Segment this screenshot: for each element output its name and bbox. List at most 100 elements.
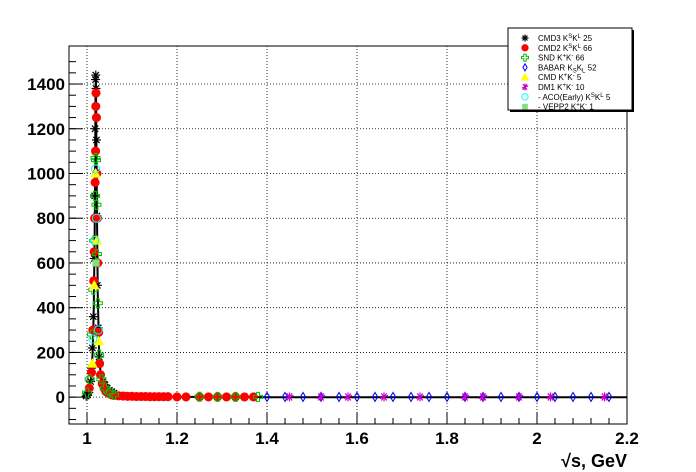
data-point bbox=[93, 325, 103, 335]
x-tick-label: 2.2 bbox=[615, 429, 639, 448]
data-point-dot bbox=[91, 146, 101, 156]
data-point bbox=[94, 349, 105, 360]
data-point bbox=[84, 374, 95, 385]
data-point-stroke bbox=[92, 71, 100, 79]
y-tick-label: 1400 bbox=[27, 75, 65, 94]
data-point-dot bbox=[90, 177, 100, 187]
data-point-shape bbox=[353, 391, 361, 403]
data-point bbox=[90, 191, 100, 201]
data-point-dot bbox=[230, 392, 241, 402]
legend-marker-stroke bbox=[522, 35, 528, 41]
y-tick-label: 0 bbox=[56, 388, 65, 407]
legend-marker-stroke bbox=[522, 83, 528, 91]
data-point-shape bbox=[253, 391, 263, 402]
data-point-stroke bbox=[89, 313, 97, 321]
data-point-shape bbox=[263, 391, 271, 403]
data-point-shape bbox=[92, 298, 103, 309]
data-point-shape bbox=[86, 329, 97, 340]
data-point-shape bbox=[371, 391, 379, 403]
data-point bbox=[263, 391, 271, 403]
data-point-shape bbox=[389, 391, 397, 403]
data-point-stroke bbox=[92, 136, 101, 144]
data-point-dot bbox=[203, 392, 214, 402]
data-point-shape bbox=[91, 249, 102, 260]
data-point-shape bbox=[299, 391, 307, 403]
series-6 bbox=[88, 164, 103, 344]
data-point bbox=[425, 391, 433, 403]
y-tick-label: 800 bbox=[37, 209, 65, 228]
legend-entry: - VEPP2 K+K- 1 bbox=[522, 103, 594, 112]
data-point-stroke bbox=[515, 392, 523, 401]
data-point-shape bbox=[194, 391, 205, 402]
x-tick-label: 1 bbox=[82, 429, 91, 448]
data-point bbox=[87, 343, 97, 353]
data-point-shape bbox=[100, 383, 110, 394]
legend-label: CMD2 KSKL 66 bbox=[538, 44, 593, 53]
series-7 bbox=[92, 259, 100, 267]
x-tick-label: 1.6 bbox=[345, 429, 369, 448]
data-point-ring bbox=[90, 236, 100, 246]
data-point bbox=[353, 391, 361, 403]
data-point-shape bbox=[91, 199, 102, 210]
data-point-shape bbox=[407, 391, 415, 403]
legend-marker-shape bbox=[522, 62, 528, 72]
x-axis-title: √s, GeV bbox=[561, 451, 627, 471]
data-point-stroke bbox=[317, 392, 325, 401]
data-point bbox=[181, 392, 191, 402]
data-point-stroke bbox=[88, 344, 96, 352]
data-point bbox=[230, 391, 241, 402]
y-tick-label: 200 bbox=[37, 343, 65, 362]
data-point-dot bbox=[221, 392, 232, 402]
data-point-stroke bbox=[344, 392, 352, 401]
data-point-stroke bbox=[91, 125, 99, 133]
data-point bbox=[88, 334, 98, 344]
data-point-dot bbox=[89, 247, 99, 257]
data-point-shape bbox=[91, 155, 101, 166]
legend-marker bbox=[521, 34, 529, 42]
legend-entry: BABAR KSKL 52 bbox=[522, 62, 597, 74]
data-point-stroke bbox=[479, 392, 487, 401]
data-point bbox=[335, 391, 343, 403]
data-point-ring bbox=[91, 213, 101, 223]
data-point-shape bbox=[230, 391, 241, 402]
data-point-ring bbox=[93, 325, 103, 335]
data-point bbox=[533, 391, 541, 403]
data-point bbox=[91, 70, 101, 80]
data-point-stroke bbox=[416, 392, 424, 401]
data-point bbox=[163, 392, 173, 402]
data-point-shape bbox=[497, 391, 505, 403]
data-point-stroke bbox=[286, 392, 293, 401]
legend-marker-shape bbox=[521, 53, 529, 62]
data-point-dot bbox=[91, 88, 101, 98]
x-tick-label: 2 bbox=[532, 429, 541, 448]
data-point bbox=[239, 392, 250, 402]
data-point-shape bbox=[335, 391, 343, 403]
data-point-dot bbox=[172, 392, 182, 402]
data-point bbox=[91, 199, 102, 210]
legend-marker bbox=[521, 53, 529, 62]
data-point bbox=[109, 389, 119, 400]
data-point bbox=[90, 177, 100, 187]
data-point bbox=[91, 101, 101, 111]
data-point bbox=[87, 358, 98, 368]
data-point bbox=[89, 247, 99, 257]
legend-label: - VEPP2 K+K- 1 bbox=[538, 103, 594, 112]
data-point bbox=[91, 249, 102, 260]
data-point bbox=[88, 279, 100, 290]
data-point-shape bbox=[87, 358, 98, 368]
data-point bbox=[91, 113, 101, 123]
data-point bbox=[230, 392, 241, 402]
data-point bbox=[460, 392, 470, 402]
legend-marker bbox=[520, 72, 530, 81]
legend-entry: CMD K+K- 5 bbox=[520, 72, 582, 82]
data-point bbox=[281, 391, 289, 403]
data-point-dot bbox=[212, 392, 223, 402]
data-point-shape bbox=[84, 374, 95, 385]
data-point-shape bbox=[92, 259, 100, 267]
y-tick-label: 1000 bbox=[27, 164, 65, 183]
y-tick-label: 400 bbox=[37, 299, 65, 318]
legend-label: SND K+K- 66 bbox=[538, 54, 585, 63]
legend-label: CMD K+K- 5 bbox=[538, 73, 582, 82]
data-point-dot bbox=[91, 101, 101, 111]
